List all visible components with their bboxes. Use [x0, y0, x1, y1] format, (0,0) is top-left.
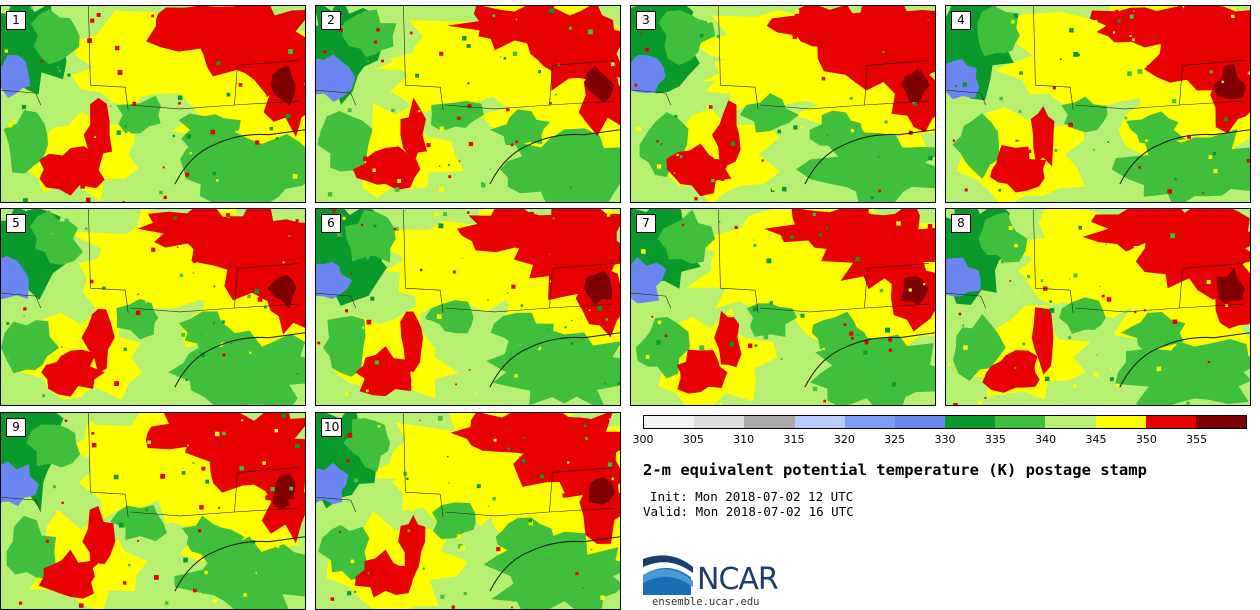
valid-time: Valid: Mon 2018-07-02 16 UTC — [643, 504, 854, 519]
colorbar-tick-label: 300 — [632, 433, 654, 446]
colorbar — [643, 415, 1247, 429]
member-number-label: 3 — [636, 11, 656, 30]
colorbar-segment — [995, 416, 1046, 428]
logo-url: ensemble.ucar.edu — [652, 596, 760, 608]
colorbar-segment — [1045, 416, 1096, 428]
member-number-label: 6 — [321, 214, 341, 233]
member-number-label: 1 — [6, 11, 26, 30]
colorbar-tick-label: 310 — [733, 433, 755, 446]
colorbar-segment — [844, 416, 895, 428]
figure-title: 2-m equivalent potential temperature (K)… — [643, 461, 1147, 479]
ensemble-member-map — [631, 209, 935, 405]
colorbar-segment — [1095, 416, 1146, 428]
colorbar-tick-label: 355 — [1186, 433, 1208, 446]
colorbar-tick-label: 330 — [934, 433, 956, 446]
postage-stamp-panel: 7 — [630, 208, 936, 406]
colorbar-tick-label: 335 — [984, 433, 1006, 446]
colorbar-segment — [794, 416, 845, 428]
colorbar-segment — [744, 416, 795, 428]
ensemble-member-map — [946, 209, 1250, 405]
member-number-label: 9 — [6, 418, 26, 437]
member-number-label: 4 — [951, 11, 971, 30]
ensemble-member-map — [316, 413, 620, 609]
ncar-logo-icon — [643, 555, 693, 595]
colorbar-segment — [694, 416, 745, 428]
colorbar-tick-label: 340 — [1035, 433, 1057, 446]
member-number-label: 2 — [321, 11, 341, 30]
init-time: Init: Mon 2018-07-02 12 UTC — [650, 489, 854, 504]
colorbar-tick-label: 320 — [833, 433, 855, 446]
postage-stamp-panel: 2 — [315, 5, 621, 203]
postage-stamp-panel: 10 — [315, 412, 621, 610]
postage-stamp-panel: 8 — [945, 208, 1251, 406]
colorbar-tick-labels: 300 305 310 315 320 325 330 335 340 345 350 355 — [633, 433, 1247, 447]
ensemble-member-map — [316, 6, 620, 202]
ensemble-member-map — [946, 6, 1250, 202]
ensemble-member-map — [1, 209, 305, 405]
postage-stamp-panel: 6 — [315, 208, 621, 406]
logo-wordmark: NCAR — [697, 562, 779, 597]
ensemble-member-map — [1, 6, 305, 202]
member-number-label: 8 — [951, 214, 971, 233]
ensemble-member-map — [1, 413, 305, 609]
member-number-label: 7 — [636, 214, 656, 233]
colorbar-segment — [894, 416, 946, 428]
colorbar-segment — [1145, 416, 1196, 428]
colorbar-tick-label: 315 — [783, 433, 805, 446]
postage-stamp-panel: 3 — [630, 5, 936, 203]
ensemble-member-map — [316, 209, 620, 405]
colorbar-segment — [945, 416, 996, 428]
ensemble-member-map — [631, 6, 935, 202]
colorbar-segment — [1195, 416, 1247, 428]
colorbar-tick-label: 350 — [1135, 433, 1157, 446]
colorbar-tick-label: 345 — [1085, 433, 1107, 446]
colorbar-segment — [644, 416, 695, 428]
postage-stamp-panel: 5 — [0, 208, 306, 406]
postage-stamp-panel: 4 — [945, 5, 1251, 203]
colorbar-tick-label: 305 — [682, 433, 704, 446]
member-number-label: 5 — [6, 214, 26, 233]
postage-stamp-panel: 9 — [0, 412, 306, 610]
postage-stamp-panel: 1 — [0, 5, 306, 203]
colorbar-tick-label: 325 — [884, 433, 906, 446]
member-number-label: 10 — [321, 418, 343, 437]
